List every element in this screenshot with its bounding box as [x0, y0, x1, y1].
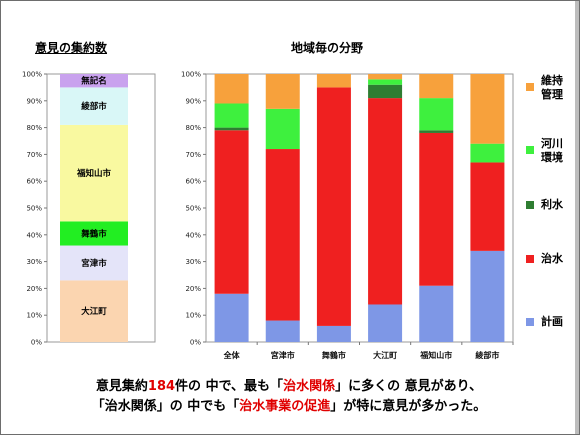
- right-bar-segment: [214, 130, 249, 294]
- left-y-tick-label: 50%: [26, 205, 42, 213]
- left-y-tick-label: 100%: [22, 71, 42, 79]
- left-bar-segment: [60, 124, 128, 222]
- right-y-tick-label: 40%: [185, 231, 201, 239]
- summary-line1-part-b: 件の 中で、最も「: [175, 379, 284, 394]
- right-bar-segment: [419, 285, 454, 342]
- right-x-tick-label: 福知山市: [419, 350, 452, 360]
- summary-highlight-promotion: 治水事業の促進: [239, 399, 331, 414]
- left-bar-segment: [60, 87, 128, 125]
- right-bar-segment: [214, 74, 249, 104]
- right-bar-segment: [316, 325, 351, 342]
- summary-line1-part-a: 意見集約: [95, 379, 148, 394]
- right-bar-segment: [316, 87, 351, 326]
- right-x-tick-label: 綾部市: [475, 350, 499, 360]
- right-y-tick-label: 80%: [185, 124, 201, 132]
- left-bar-segment: [60, 221, 128, 246]
- summary-line2-part-b: 」が特に意見が多かった。: [330, 399, 487, 414]
- right-y-tick-label: 10%: [185, 312, 201, 320]
- legend-swatch: [526, 318, 534, 326]
- right-y-tick-label: 90%: [185, 97, 201, 105]
- legend-swatch: [526, 255, 534, 263]
- right-bar-segment: [419, 74, 454, 99]
- right-y-tick-label: 50%: [185, 205, 201, 213]
- legend-label: 河川 環境: [541, 137, 563, 164]
- right-bar-segment: [214, 103, 249, 128]
- left-y-tick-label: 80%: [26, 124, 42, 132]
- right-bar-segment: [265, 320, 300, 342]
- left-segment-label: 宮津市: [81, 258, 107, 269]
- right-plot-frame: [205, 73, 514, 343]
- right-bar-segment: [368, 84, 403, 99]
- right-bar-segment: [316, 74, 351, 88]
- right-bar-segment: [419, 132, 454, 286]
- left-y-tick-label: 30%: [26, 258, 42, 266]
- right-bar-segment: [368, 304, 403, 342]
- left-segment-label: 福知山市: [76, 168, 112, 179]
- right-x-tick-label: 宮津市: [271, 350, 295, 360]
- right-x-tick-label: 大江町: [373, 350, 397, 360]
- right-chart-title: 地域毎の分野: [291, 41, 364, 55]
- summary-line1-part-c: 」に多くの 意見があり、: [335, 379, 483, 394]
- right-bar-segment: [368, 74, 403, 80]
- legend-label: 利水: [541, 198, 563, 211]
- legend-swatch: [526, 83, 534, 91]
- right-bar-segment: [419, 130, 454, 133]
- summary-highlight-flood: 治水関係: [283, 379, 336, 394]
- right-x-tick-label: 全体: [223, 350, 241, 360]
- right-bar-segment: [214, 293, 249, 342]
- summary-line-2: 「治水関係」の 中でも「治水事業の促進」が特に意見が多かった。: [1, 397, 577, 417]
- right-y-tick-label: 60%: [185, 178, 201, 186]
- right-bar-segment: [368, 79, 403, 85]
- right-bar-segment: [470, 74, 505, 144]
- right-y-tick-label: 70%: [185, 151, 201, 159]
- left-segment-label: 無記名: [81, 76, 107, 87]
- right-y-tick-label: 0%: [190, 339, 201, 347]
- left-segment-label: 舞鶴市: [80, 228, 107, 239]
- right-bar-segment: [214, 127, 249, 131]
- right-bar-segment: [419, 98, 454, 131]
- left-y-tick-label: 10%: [26, 312, 42, 320]
- summary-line-1: 意見集約184件の 中で、最も「治水関係」に多くの 意見があり、: [1, 377, 577, 397]
- left-y-tick-label: 0%: [31, 339, 42, 347]
- right-bar-segment: [265, 149, 300, 321]
- right-y-tick-label: 20%: [185, 285, 201, 293]
- left-chart-title: 意見の集約数: [35, 41, 108, 55]
- left-bar-segment: [60, 74, 128, 88]
- summary-text: 意見集約184件の 中で、最も「治水関係」に多くの 意見があり、 「治水関係」の…: [1, 377, 577, 417]
- legend-label: 治水: [541, 252, 563, 265]
- right-y-tick-label: 100%: [181, 71, 201, 79]
- summary-line2-part-a: 「治水関係」の 中でも「: [91, 399, 240, 414]
- legend-swatch: [526, 201, 534, 209]
- right-bar-segment: [470, 143, 505, 163]
- legend-label: 計画: [541, 315, 563, 328]
- left-y-tick-label: 90%: [26, 97, 42, 105]
- left-y-tick-label: 70%: [26, 151, 42, 159]
- left-bar-segment: [60, 245, 128, 281]
- left-y-tick-label: 60%: [26, 178, 42, 186]
- legend-swatch: [526, 146, 534, 154]
- right-bar-segment: [368, 98, 403, 305]
- left-y-tick-label: 40%: [26, 231, 42, 239]
- left-segment-label: 綾部市: [81, 101, 107, 112]
- left-y-tick-label: 20%: [26, 285, 42, 293]
- summary-count: 184: [147, 379, 176, 394]
- left-segment-label: 大江町: [81, 306, 107, 317]
- right-bar-segment: [265, 108, 300, 150]
- legend-label: 維持 管理: [541, 74, 563, 101]
- right-x-tick-label: 舞鶴市: [321, 350, 346, 360]
- right-bar-segment: [470, 250, 505, 342]
- right-bar-segment: [470, 162, 505, 251]
- right-bar-segment: [265, 74, 300, 109]
- right-y-tick-label: 30%: [185, 258, 201, 266]
- left-bar-segment: [60, 280, 128, 342]
